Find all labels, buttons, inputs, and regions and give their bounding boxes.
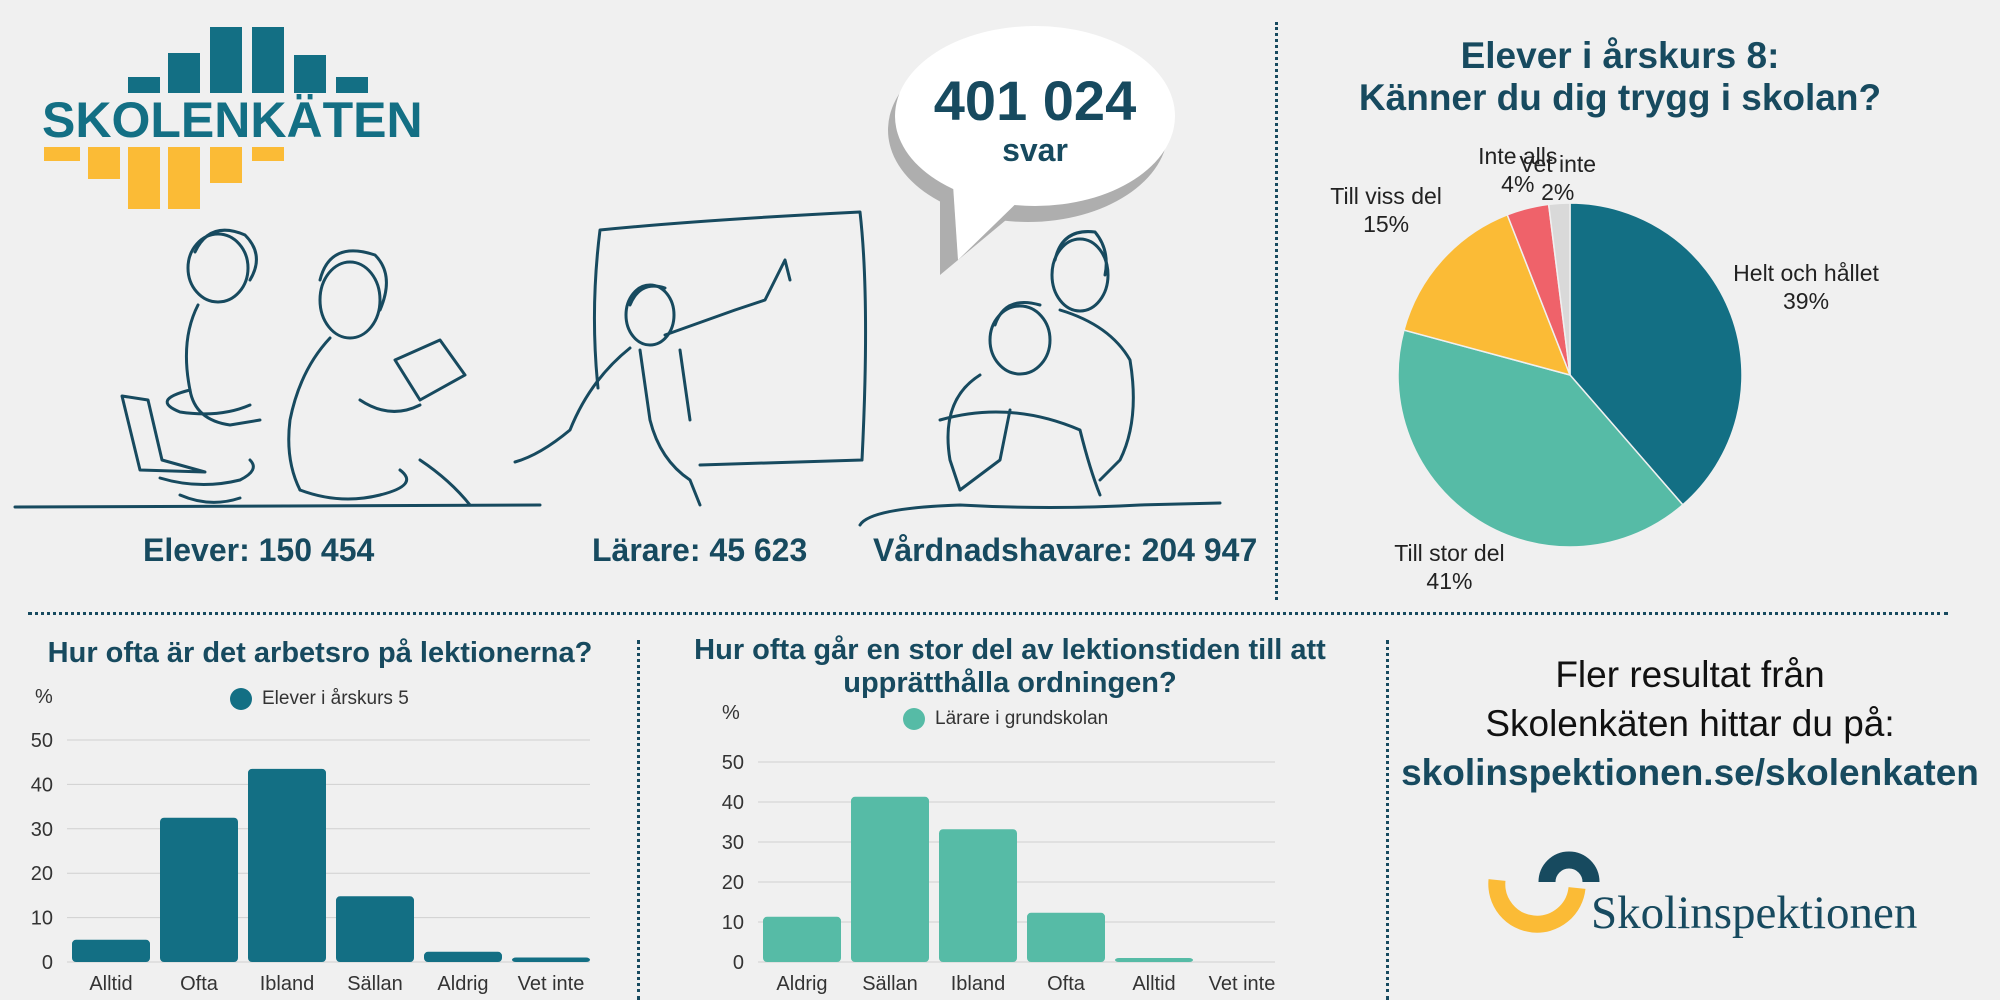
legend-swatch <box>230 688 252 710</box>
x-tick-label: Alltid <box>89 973 132 995</box>
bar-chart-2-title: Hur ofta går en stor del av lektionstide… <box>650 634 1370 700</box>
y-tick-label: 10 <box>31 908 53 930</box>
y-tick-label: 10 <box>722 912 744 934</box>
pie-label-name: Vet inte <box>1519 151 1597 178</box>
pie-label-inte-alls: Inte alls 4% <box>1443 142 1593 198</box>
teachers-count: Lärare: 45 623 <box>592 532 808 568</box>
response-count-bubble: 401 024 svar <box>880 20 1190 280</box>
bar-alltid <box>1115 958 1193 962</box>
pie-label-value: 2% <box>1541 179 1575 206</box>
x-tick-label: Aldrig <box>776 973 827 995</box>
bottom-left-divider <box>637 640 640 1000</box>
people-line-art-illustration <box>13 210 1222 527</box>
bar-aldrig <box>763 916 841 962</box>
legend-label: Elever i årskurs 5 <box>262 688 409 709</box>
pie-slice-till-stor-del <box>1397 329 1684 548</box>
y-tick-label: 50 <box>31 730 53 752</box>
legend-label: Lärare i grundskolan <box>935 708 1109 729</box>
y-tick-label: 20 <box>722 872 744 894</box>
pie-title-line-2: Känner du dig trygg i skolan? <box>1358 77 1882 118</box>
pie-label-till-viss-del: Till viss del 15% <box>1311 182 1461 238</box>
bar-chart-2-title-line-1: Hur ofta går en stor del av lektionstide… <box>694 634 1326 666</box>
bar-chart-2-unit: % <box>722 702 740 724</box>
bar-ofta <box>1027 912 1105 962</box>
top-vertical-divider <box>1275 22 1278 600</box>
pie-label-name: Till viss del <box>1330 183 1442 210</box>
skolenkaten-logo: SKOLENKÄTEN <box>40 25 423 215</box>
pie-slice-till-viss-del <box>1403 213 1572 377</box>
bottom-right-divider <box>1386 640 1389 1000</box>
x-tick-label: Ibland <box>260 973 315 995</box>
skolinspektionen-logo: Skolinspektionen <box>1485 830 1945 950</box>
bar-vet-inte <box>512 957 590 962</box>
x-tick-label: Vet inte <box>1209 973 1276 995</box>
bar-sällan <box>336 896 414 962</box>
y-tick-label: 20 <box>31 863 53 885</box>
bar-chart-2: 0 10 20 30 40 50 Aldrig Sällan Ibland Ofta Alltid V… <box>722 752 1276 995</box>
students-count: Elever: 150 454 <box>143 532 375 568</box>
pie-label-name: Inte alls <box>1478 142 1558 169</box>
logo-bars-graphic <box>44 27 368 209</box>
y-tick-label: 40 <box>31 774 53 796</box>
x-tick-label: Ibland <box>951 973 1006 995</box>
bar-chart-2-title-line-2: upprätthålla ordningen? <box>843 667 1177 699</box>
pie-label-name: Helt och hållet <box>1733 259 1879 286</box>
skolinspektionen-emblem-icon <box>1488 851 1600 933</box>
bar-ibland <box>939 829 1017 962</box>
guardians-count: Vårdnadshavare: 204 947 <box>873 532 1258 568</box>
response-total: 401 024 <box>933 69 1137 132</box>
y-tick-label: 30 <box>31 819 53 841</box>
pie-label-value: 15% <box>1363 211 1410 238</box>
more-results-text: Fler resultat från Skolenkäten hittar du… <box>1400 650 1980 797</box>
pie-label-helt-och-hållet: Helt och hållet 39% <box>1731 259 1881 315</box>
pie-label-value: 39% <box>1783 287 1830 314</box>
pie-chart-title: Elever i årskurs 8: Känner du dig trygg … <box>1290 35 1950 119</box>
pie-slice-helt-och-hållet <box>1569 202 1743 506</box>
pie-label-till-stor-del: Till stor del 41% <box>1374 539 1524 595</box>
pie-label-value: 41% <box>1426 568 1473 595</box>
speech-bubble-graphic <box>888 26 1175 275</box>
bar-sällan <box>851 796 929 962</box>
response-unit: svar <box>1002 132 1068 168</box>
legend-swatch <box>903 708 925 730</box>
y-tick-label: 0 <box>42 952 53 974</box>
pie-slice-vet-inte <box>1547 202 1571 376</box>
bar-alltid <box>72 939 150 962</box>
pie-label-value: 4% <box>1501 170 1535 197</box>
pie-title-line-1: Elever i årskurs 8: <box>1460 35 1780 76</box>
x-tick-label: Alltid <box>1132 973 1175 995</box>
bar-chart-1-title: Hur ofta är det arbetsro på lektionerna? <box>47 637 593 669</box>
bar-ofta <box>160 817 238 962</box>
bar-chart-1-legend: Elever i årskurs 5 <box>230 688 409 710</box>
y-tick-label: 30 <box>722 832 744 854</box>
results-url-link[interactable]: skolinspektionen.se/skolenkaten <box>1401 752 1979 793</box>
bar-aldrig <box>424 951 502 962</box>
pie-label-vet-inte: Vet inte 2% <box>1483 150 1633 206</box>
promo-line-1: Fler resultat från <box>1555 654 1825 695</box>
pie-chart <box>1397 202 1743 548</box>
promo-line-2: Skolenkäten hittar du på: <box>1485 703 1895 744</box>
horizontal-divider <box>28 612 1948 615</box>
pie-label-name: Till stor del <box>1394 540 1505 567</box>
bar-ibland <box>248 768 326 962</box>
x-tick-label: Vet inte <box>518 973 585 995</box>
bar-chart-1-unit: % <box>35 686 53 708</box>
x-tick-label: Ofta <box>1047 973 1086 995</box>
y-tick-label: 40 <box>722 792 744 814</box>
logo-text: SKOLENKÄTEN <box>42 92 423 148</box>
y-tick-label: 0 <box>733 952 744 974</box>
y-tick-label: 50 <box>722 752 744 774</box>
skolinspektionen-wordmark: Skolinspektionen <box>1591 887 1918 939</box>
bar-chart-1: 0 10 20 30 40 50 Alltid Ofta Ibland Sällan Aldrig V… <box>31 730 590 995</box>
x-tick-label: Ofta <box>180 973 219 995</box>
x-tick-label: Aldrig <box>437 973 488 995</box>
bar-chart-2-legend: Lärare i grundskolan <box>903 708 1108 730</box>
x-tick-label: Sällan <box>862 973 918 995</box>
x-tick-label: Sällan <box>347 973 403 995</box>
